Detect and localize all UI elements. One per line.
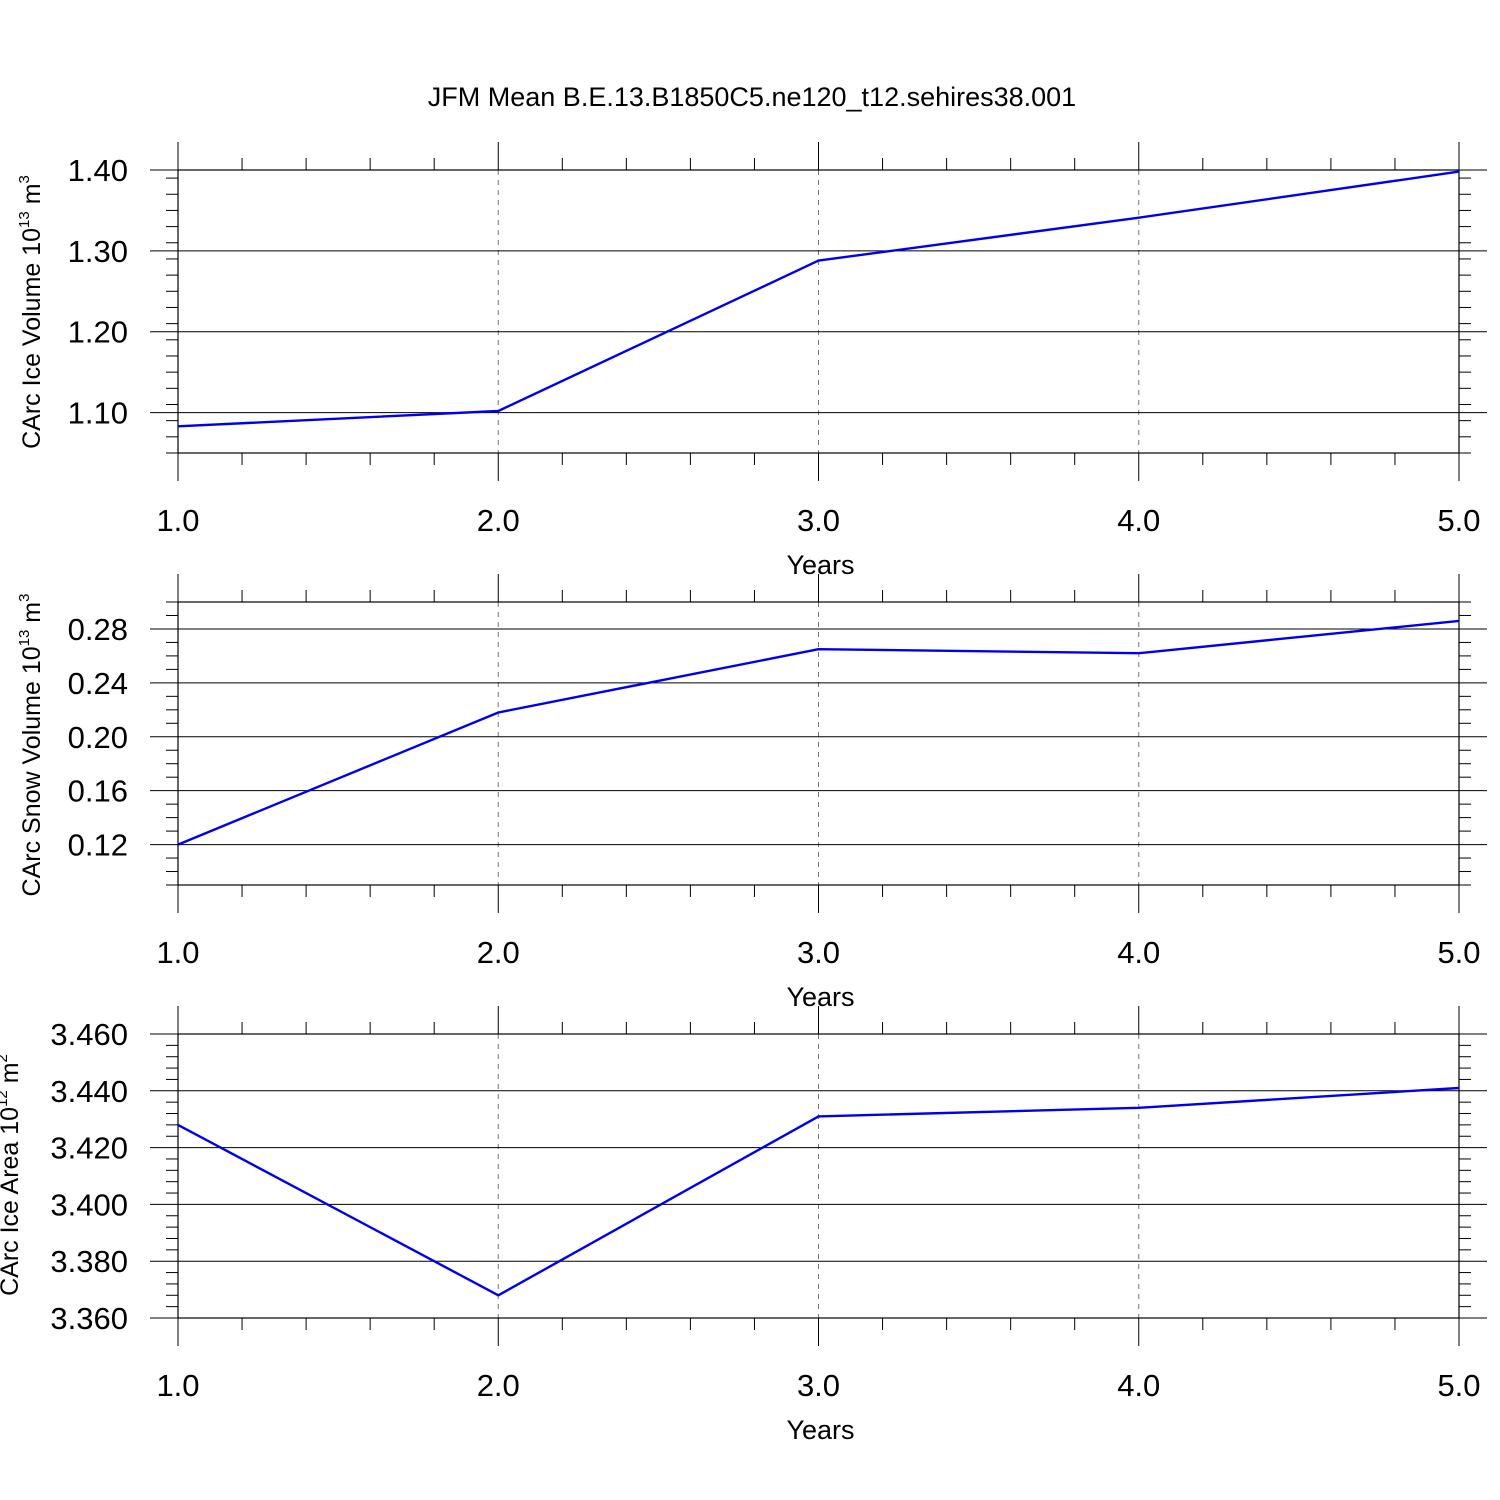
x-tick-label: 1.0 <box>156 503 199 538</box>
x-tick-label: 5.0 <box>1437 935 1480 970</box>
series-line <box>177 1086 1460 1297</box>
y-tick-label: 0.12 <box>68 828 128 863</box>
y-label-superscript: 13 <box>16 630 33 647</box>
y-tick-label: 3.400 <box>50 1187 128 1222</box>
panel-ice-area: 1.0 2.0 3.0 4.0 5.0 3.360 3.380 3.400 3.420 3.440… <box>0 1006 1487 1445</box>
y-tick-label: 0.16 <box>68 774 128 809</box>
y-tick-label: 1.10 <box>68 396 128 431</box>
y-label-part: CArc Snow Volume 10 <box>18 646 46 896</box>
y-tick-label: 0.24 <box>68 666 128 701</box>
y-tick-label: 1.40 <box>68 153 128 188</box>
x-tick-label: 3.0 <box>797 1368 840 1403</box>
x-tick-label: 5.0 <box>1437 503 1480 538</box>
x-axis-label: Years <box>786 550 854 580</box>
y-tick-label: 3.380 <box>50 1244 128 1279</box>
series-line <box>177 619 1460 846</box>
y-label-superscript: 2 <box>0 1054 11 1062</box>
y-label-part: m <box>0 1062 24 1090</box>
y-label-part: m <box>18 183 46 211</box>
y-label-part: CArc Ice Area 10 <box>0 1107 24 1296</box>
y-label-superscript: 12 <box>0 1090 11 1107</box>
y-tick-label: 3.360 <box>50 1301 128 1336</box>
x-tick-label: 3.0 <box>797 935 840 970</box>
y-label-superscript: 13 <box>16 211 33 228</box>
y-axis-label: CArc Ice Area 1012 m2 <box>0 1054 24 1296</box>
x-tick-label: 4.0 <box>1117 503 1160 538</box>
x-tick-label: 4.0 <box>1117 935 1160 970</box>
y-tick-label: 1.30 <box>68 234 128 269</box>
x-tick-label: 2.0 <box>477 1368 520 1403</box>
x-tick-label: 1.0 <box>156 935 199 970</box>
y-axis-label: CArc Ice Volume 1013 m3 <box>16 175 46 449</box>
panel-ice-volume: 1.0 2.0 3.0 4.0 5.0 1.10 1.20 1.30 1.40 Years CArc… <box>16 142 1487 580</box>
series-line <box>177 170 1460 428</box>
x-axis-label: Years <box>786 982 854 1012</box>
y-label-part: CArc Ice Volume 10 <box>18 228 46 449</box>
y-tick-label: 0.20 <box>68 720 128 755</box>
plot-frame <box>177 1033 1460 1319</box>
y-tick-label: 3.440 <box>50 1074 128 1109</box>
x-tick-label: 2.0 <box>477 503 520 538</box>
x-tick-label: 3.0 <box>797 503 840 538</box>
y-label-superscript: 3 <box>16 175 33 183</box>
y-tick-label: 3.460 <box>50 1017 128 1052</box>
y-tick-label: 3.420 <box>50 1131 128 1166</box>
x-tick-label: 5.0 <box>1437 1368 1480 1403</box>
y-label-superscript: 3 <box>16 594 33 602</box>
y-tick-label: 1.20 <box>68 315 128 350</box>
figure-title: JFM Mean B.E.13.B1850C5.ne120_t12.sehire… <box>428 82 1076 112</box>
plot-frame <box>177 601 1460 886</box>
x-tick-label: 4.0 <box>1117 1368 1160 1403</box>
x-tick-label: 2.0 <box>477 935 520 970</box>
x-axis-label: Years <box>786 1415 854 1445</box>
plot-frame <box>177 169 1460 454</box>
x-tick-label: 1.0 <box>156 1368 199 1403</box>
y-tick-label: 0.28 <box>68 612 128 647</box>
y-axis-label: CArc Snow Volume 1013 m3 <box>16 594 46 897</box>
panel-snow-volume: 1.0 2.0 3.0 4.0 5.0 0.12 0.16 0.20 0.24 0.28 Years… <box>16 574 1487 1012</box>
y-label-part: m <box>18 602 46 630</box>
